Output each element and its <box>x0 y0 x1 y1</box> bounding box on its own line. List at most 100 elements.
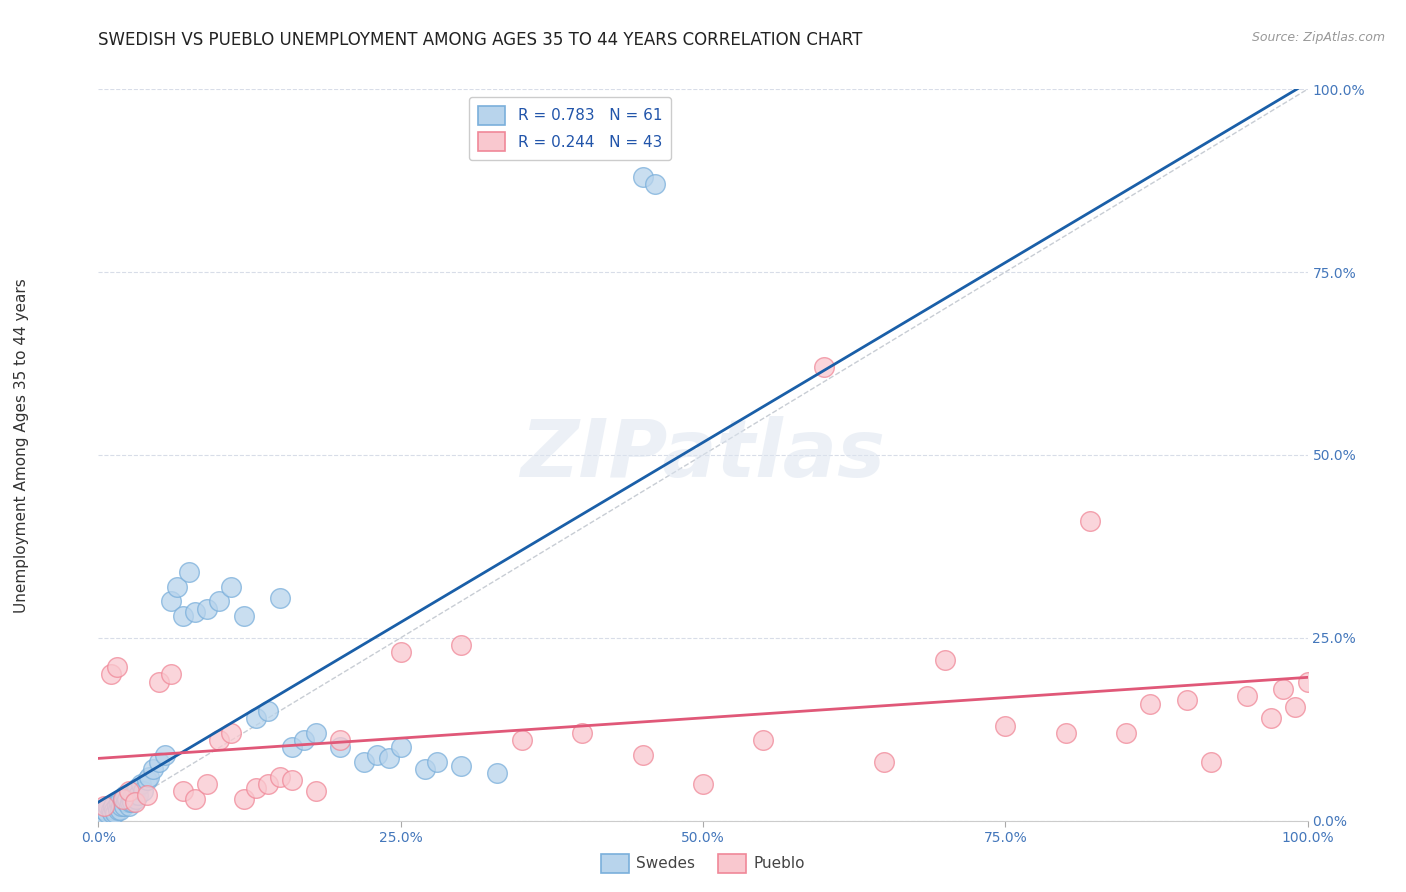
Point <box>1296 674 1319 689</box>
Point <box>1284 700 1306 714</box>
Point <box>752 733 775 747</box>
Point <box>124 784 146 798</box>
Point <box>389 645 412 659</box>
Point <box>281 740 304 755</box>
Point <box>245 711 267 725</box>
Point <box>1236 690 1258 704</box>
Point <box>100 803 122 817</box>
Point <box>172 608 194 623</box>
Point <box>305 726 328 740</box>
Point <box>510 733 533 747</box>
Point <box>132 784 155 798</box>
Point <box>426 755 449 769</box>
Point <box>1115 726 1137 740</box>
Point <box>353 755 375 769</box>
Point <box>195 601 218 615</box>
Point <box>160 667 183 681</box>
Point <box>148 755 170 769</box>
Point <box>172 784 194 798</box>
Text: ZIPatlas: ZIPatlas <box>520 416 886 494</box>
Point <box>644 178 666 192</box>
Point <box>184 791 207 805</box>
Point <box>105 799 128 814</box>
Point <box>118 784 141 798</box>
Point <box>93 799 115 814</box>
Point <box>1139 697 1161 711</box>
Point <box>413 763 436 777</box>
Point <box>195 777 218 791</box>
Text: SWEDISH VS PUEBLO UNEMPLOYMENT AMONG AGES 35 TO 44 YEARS CORRELATION CHART: SWEDISH VS PUEBLO UNEMPLOYMENT AMONG AGE… <box>98 31 863 49</box>
Point <box>148 674 170 689</box>
Point <box>122 788 145 802</box>
Point <box>269 770 291 784</box>
Point <box>111 791 134 805</box>
Point <box>107 803 129 817</box>
Point <box>1078 514 1101 528</box>
Point <box>100 806 122 821</box>
Point <box>329 733 352 747</box>
Point <box>208 733 231 747</box>
Point <box>105 660 128 674</box>
Point <box>389 740 412 755</box>
Point <box>281 773 304 788</box>
Point <box>571 726 593 740</box>
Point <box>232 608 254 623</box>
Point <box>450 758 472 772</box>
Point <box>1272 681 1295 696</box>
Point <box>115 796 138 810</box>
Point <box>631 169 654 184</box>
Point <box>377 751 399 765</box>
Point <box>1260 711 1282 725</box>
Point <box>129 777 152 791</box>
Point <box>269 591 291 605</box>
Point <box>114 788 136 802</box>
Point <box>135 788 157 802</box>
Point <box>104 806 127 821</box>
Point <box>153 747 176 762</box>
Point <box>166 580 188 594</box>
Point <box>221 580 243 594</box>
Point <box>366 747 388 762</box>
Point <box>1054 726 1077 740</box>
Point <box>142 763 165 777</box>
Point <box>305 784 328 798</box>
Point <box>232 791 254 805</box>
Point <box>120 791 142 805</box>
Point <box>110 799 132 814</box>
Point <box>221 726 243 740</box>
Point <box>118 796 141 810</box>
Point <box>179 565 201 579</box>
Point <box>111 791 134 805</box>
Point <box>160 594 183 608</box>
Point <box>117 791 139 805</box>
Point <box>138 770 160 784</box>
Point <box>873 755 896 769</box>
Point <box>813 360 835 375</box>
Point <box>96 806 118 821</box>
Point <box>184 605 207 619</box>
Point <box>124 796 146 810</box>
Text: Unemployment Among Ages 35 to 44 years: Unemployment Among Ages 35 to 44 years <box>14 278 28 614</box>
Point <box>93 803 115 817</box>
Point <box>125 791 148 805</box>
Point <box>208 594 231 608</box>
Point <box>127 788 149 802</box>
Point <box>256 704 278 718</box>
Point <box>245 780 267 795</box>
Point <box>108 796 131 810</box>
Point <box>103 803 125 817</box>
Point <box>121 796 143 810</box>
Point <box>934 653 956 667</box>
Point <box>486 766 509 780</box>
Point <box>97 799 120 814</box>
Legend: Swedes, Pueblo: Swedes, Pueblo <box>595 848 811 879</box>
Point <box>127 780 149 795</box>
Point <box>631 747 654 762</box>
Point <box>692 777 714 791</box>
Point <box>292 733 315 747</box>
Point <box>994 718 1017 732</box>
Point <box>118 799 141 814</box>
Point <box>256 777 278 791</box>
Point <box>135 773 157 788</box>
Point <box>108 803 131 817</box>
